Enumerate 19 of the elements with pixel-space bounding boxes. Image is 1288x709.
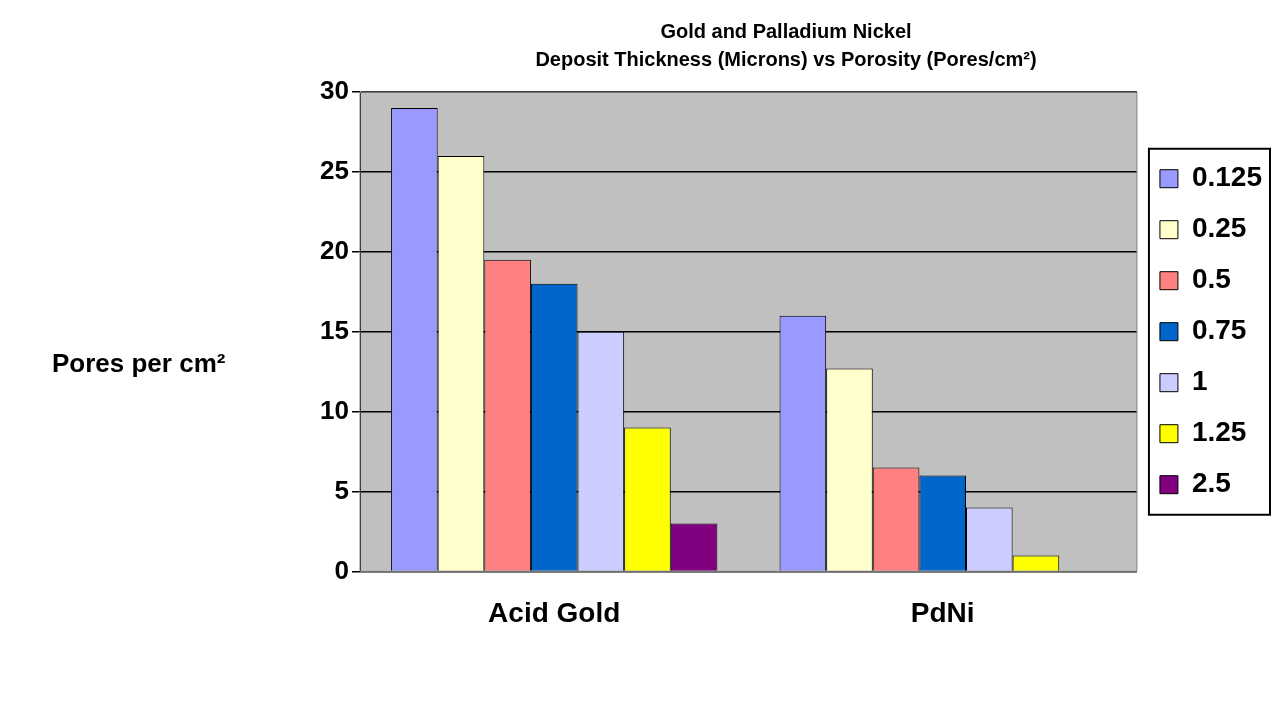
y-tick-label: 25 bbox=[320, 155, 349, 186]
legend-label: 0.75 bbox=[1191, 314, 1247, 346]
y-tick-label: 15 bbox=[320, 314, 349, 345]
legend-label: 2.5 bbox=[1191, 467, 1231, 499]
legend-label: 1.25 bbox=[1191, 416, 1247, 448]
y-tick-label: 20 bbox=[320, 234, 349, 265]
y-axis-title: Pores per cm² bbox=[52, 348, 226, 379]
y-tick-label: 30 bbox=[320, 75, 349, 106]
y-tick-label: 0 bbox=[334, 554, 349, 585]
legend-label: 0.5 bbox=[1191, 263, 1231, 295]
legend-label: 0.25 bbox=[1191, 212, 1247, 244]
legend-label: 0.125 bbox=[1191, 161, 1263, 193]
x-tick-label: PdNi bbox=[910, 596, 975, 628]
y-tick-label: 10 bbox=[320, 394, 349, 425]
chart-subtitle: Deposit Thickness (Microns) vs Porosity (Pores/cm²) bbox=[535, 47, 1037, 70]
legend-label: 1 bbox=[1191, 365, 1208, 397]
x-tick-label: Acid Gold bbox=[488, 596, 621, 628]
y-tick-label: 5 bbox=[334, 474, 349, 505]
chart-title: Gold and Palladium Nickel bbox=[660, 19, 912, 42]
